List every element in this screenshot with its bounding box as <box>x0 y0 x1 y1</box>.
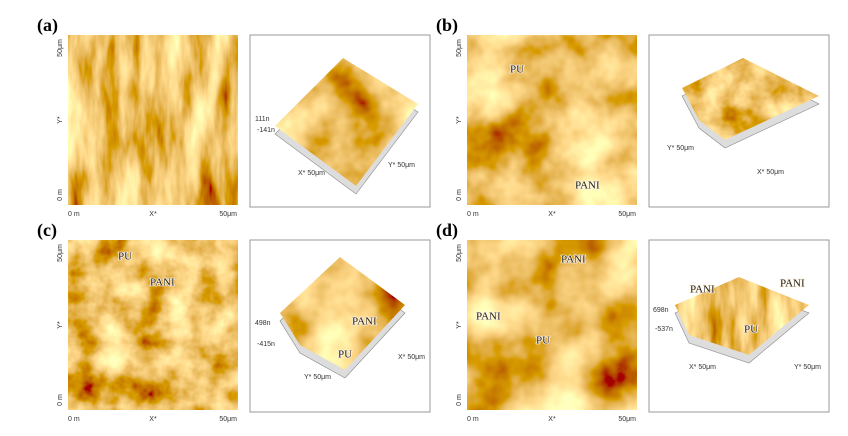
y-axis-label: 0 m <box>456 394 463 406</box>
x-axis-label: 50μm <box>219 211 237 218</box>
axis-label: Y* 50μm <box>304 374 331 381</box>
axis-label: X* 50μm <box>298 170 325 177</box>
y-axis-label: 50μm <box>456 39 463 57</box>
y-axis-label: 0 m <box>57 394 64 406</box>
axis-label: -537n <box>655 326 673 333</box>
panel: (a) 50μm Y* 0 m 0 m X* 50μm 111n -141n X* 50μm Y* … <box>37 15 431 218</box>
annotation: PU <box>536 335 550 347</box>
afm-image <box>68 240 238 410</box>
y-axis-label: Y* <box>57 116 64 124</box>
panel: (b) 50μm Y* 0 m 0 m X* 50μm PU PANI Y* 50μm X* 50μ… <box>436 15 830 218</box>
x-axis-label: 50μm <box>219 416 237 423</box>
panel: (d) 50μm Y* 0 m 0 m X* 50μm PANI PANI PU 698n -537n… <box>436 220 830 423</box>
y-axis-label: 0 m <box>57 189 64 201</box>
x-axis-label: 0 m <box>68 211 80 218</box>
x-axis-label: X* <box>149 416 157 423</box>
panel-label: (b) <box>436 15 458 36</box>
x-axis-label: 0 m <box>467 211 479 218</box>
x-axis-label: 0 m <box>68 416 80 423</box>
panel-label: (a) <box>37 15 58 36</box>
annotation: PU <box>510 64 524 76</box>
y-axis-label: Y* <box>57 321 64 329</box>
annotation: PANI <box>352 316 377 328</box>
afm-image <box>68 35 238 205</box>
x-axis-label: 50μm <box>618 416 636 423</box>
axis-label: Y* 50μm <box>794 364 821 371</box>
afm-image <box>467 240 637 410</box>
panel-label: (d) <box>436 220 458 241</box>
axis-label: 498n <box>255 320 271 327</box>
axis-label: 698n <box>653 307 669 314</box>
x-axis-label: 50μm <box>618 211 636 218</box>
axis-label: 111n <box>255 116 270 123</box>
annotation: PU <box>744 324 758 336</box>
annotation: PU <box>338 349 352 361</box>
annotation: PANI <box>561 254 586 266</box>
y-axis-label: Y* <box>456 321 463 329</box>
x-axis-label: X* <box>548 211 556 218</box>
annotation: PANI <box>690 284 715 296</box>
x-axis-label: X* <box>149 211 157 218</box>
x-axis-label: X* <box>548 416 556 423</box>
axis-label: -415n <box>257 341 275 348</box>
axis-label: Y* 50μm <box>388 162 415 169</box>
y-axis-label: 50μm <box>57 244 64 262</box>
axis-label: Y* 50μm <box>667 145 694 152</box>
annotation: PANI <box>780 278 805 290</box>
y-axis-label: Y* <box>456 116 463 124</box>
axis-label: X* 50μm <box>757 169 784 176</box>
y-axis-label: 0 m <box>456 189 463 201</box>
y-axis-label: 50μm <box>456 244 463 262</box>
axis-label: -141n <box>257 127 275 134</box>
afm-image <box>467 35 637 205</box>
x-axis-label: 0 m <box>467 416 479 423</box>
annotation: PANI <box>150 277 175 289</box>
axis-label: X* 50μm <box>398 354 425 361</box>
annotation: PANI <box>575 180 600 192</box>
panel-label: (c) <box>37 220 57 241</box>
annotation: PANI <box>476 311 501 323</box>
axis-label: X* 50μm <box>689 364 716 371</box>
y-axis-label: 50μm <box>57 39 64 57</box>
annotation: PU <box>118 251 132 263</box>
